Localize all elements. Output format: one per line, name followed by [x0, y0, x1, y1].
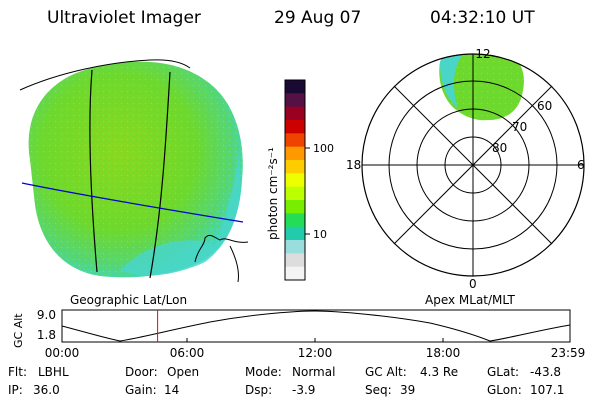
- mlt-label-0: 0: [469, 277, 477, 291]
- observation-time: 04:32:10 UT: [430, 8, 535, 28]
- gain-value: 14: [164, 383, 180, 397]
- mlat-label-80: 80: [492, 141, 507, 155]
- colorbar-band: [285, 226, 305, 241]
- colorbar-band: [285, 253, 305, 268]
- ip-value: 36.0: [33, 383, 60, 397]
- filter-label: Flt:: [8, 365, 27, 379]
- altitude-xtick: 18:00: [426, 346, 461, 360]
- altitude-xtick: 23:59: [551, 346, 586, 360]
- mode-value: Normal: [292, 365, 336, 379]
- geographic-caption: Geographic Lat/Lon: [70, 293, 188, 307]
- auroral-edge-cyan: [440, 54, 462, 108]
- glat-label: GLat:: [487, 365, 520, 379]
- mlt-label-18: 18: [346, 158, 361, 172]
- door-value: Open: [167, 365, 200, 379]
- colorbar-band: [285, 106, 305, 121]
- altitude-plot: GC Alt 9.0 1.8 00:00 06:00 12:00 18:00 2…: [12, 308, 585, 360]
- coastline: [194, 234, 249, 263]
- altitude-xtick: 00:00: [45, 346, 80, 360]
- auroral-emission-texture: [439, 54, 524, 121]
- mode-label: Mode:: [245, 365, 282, 379]
- mlat-label-60: 60: [537, 99, 552, 113]
- altitude-ytick: 1.8: [37, 328, 56, 342]
- glat-value: -43.8: [530, 365, 562, 379]
- gc-alt-value: 4.3 Re: [420, 365, 459, 379]
- dsp-value: -3.9: [292, 383, 316, 397]
- colorbar-band: [285, 173, 305, 188]
- altitude-ytick: 9.0: [37, 308, 56, 322]
- latitude-line: [21, 182, 244, 223]
- altitude-ylabel: GC Alt: [12, 313, 25, 348]
- seq-value: 39: [400, 383, 416, 397]
- colorbar-tick: 100: [313, 142, 334, 155]
- colorbar-band: [285, 240, 305, 254]
- altitude-xtick: 06:00: [170, 346, 205, 360]
- door-label: Door:: [125, 365, 158, 379]
- polar-caption: Apex MLat/MLT: [425, 293, 515, 307]
- ip-label: IP:: [8, 383, 23, 397]
- glon-value: 107.1: [530, 383, 565, 397]
- filter-value: LBHL: [38, 365, 69, 379]
- mlt-label-6: 6: [577, 158, 585, 172]
- earth-disk-texture: [28, 61, 243, 278]
- mlt-label-12: 12: [475, 47, 490, 61]
- altitude-curve: [61, 310, 571, 342]
- polar-map: 12 18 6 0 60 70 80: [346, 47, 585, 291]
- observation-date: 29 Aug 07: [274, 8, 362, 28]
- colorbar-band: [285, 200, 305, 214]
- colorbar: 100 10 photon cm⁻²s⁻¹: [266, 79, 334, 281]
- longitude-line: [149, 71, 171, 279]
- longitude-line: [89, 69, 98, 273]
- colorbar-band: [285, 80, 305, 94]
- gc-alt-label: GC Alt:: [365, 365, 407, 379]
- instrument-title: Ultraviolet Imager: [47, 8, 201, 28]
- colorbar-band: [285, 93, 305, 108]
- gain-label: Gain:: [125, 383, 157, 397]
- colorbar-band: [285, 186, 305, 201]
- dsp-label: Dsp:: [245, 383, 273, 397]
- altitude-xtick: 12:00: [298, 346, 333, 360]
- coastline: [229, 245, 239, 283]
- seq-label: Seq:: [365, 383, 392, 397]
- longitude-line: [19, 59, 191, 91]
- glon-label: GLon:: [487, 383, 522, 397]
- colorbar-unit-label: photon cm⁻²s⁻¹: [266, 147, 280, 240]
- colorbar-band: [285, 213, 305, 228]
- colorbar-band: [285, 133, 305, 148]
- cyan-limb-region: [120, 150, 241, 276]
- colorbar-band: [285, 160, 305, 174]
- geographic-map: [19, 59, 249, 283]
- colorbar-band: [285, 266, 305, 281]
- colorbar-tick: 10: [313, 228, 327, 241]
- colorbar-band: [285, 146, 305, 161]
- colorbar-band: [285, 120, 305, 134]
- mlat-label-70: 70: [512, 120, 527, 134]
